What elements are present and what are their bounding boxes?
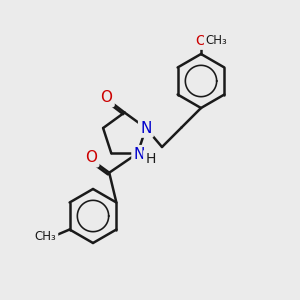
Text: O: O <box>100 90 112 105</box>
Text: CH₃: CH₃ <box>35 230 56 243</box>
Text: O: O <box>195 34 206 48</box>
Text: N: N <box>134 147 145 162</box>
Text: H: H <box>145 152 155 166</box>
Text: O: O <box>85 150 97 165</box>
Text: N: N <box>140 121 152 136</box>
Text: CH₃: CH₃ <box>206 34 227 47</box>
